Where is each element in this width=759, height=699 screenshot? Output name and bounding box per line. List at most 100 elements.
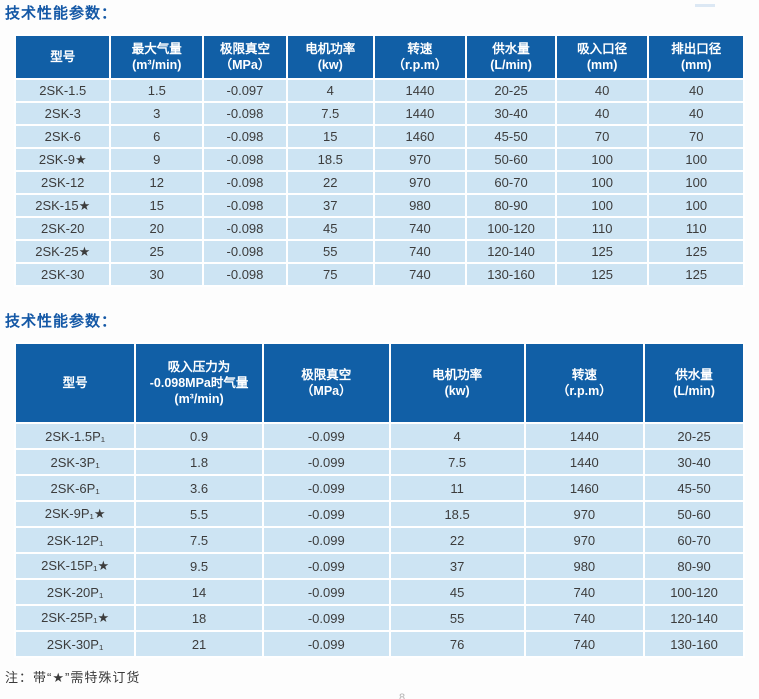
value-cell: 7.5 xyxy=(285,101,375,126)
value-cell: 20-25 xyxy=(643,422,745,450)
value-cell: 740 xyxy=(372,262,468,287)
value-cell: 125 xyxy=(554,262,650,287)
value-cell: 25 xyxy=(109,239,205,264)
value-cell: -0.099 xyxy=(261,604,391,632)
section-title: 技术性能参数： xyxy=(5,313,118,330)
value-cell: 18.5 xyxy=(285,147,375,172)
value-cell: 80-90 xyxy=(643,552,745,580)
value-cell: 1440 xyxy=(372,101,468,126)
table-row: 2SK-15P₁★ 9.5 -0.099 37 980 80-90 xyxy=(13,552,745,580)
model-cell: 2SK-15P₁★ xyxy=(13,552,137,580)
spec-section-2: 技术性能参数： 型号 吸入压力为 -0.098MPa时气量 (m³/min) 极限真空（… xyxy=(0,312,759,658)
section-title: 技术性能参数： xyxy=(5,5,118,22)
spec-section-1: 技术性能参数： 型号 最大气量 (m³/min) 极限真空 （MPa） 电机功率 (kw) 转… xyxy=(0,4,759,287)
value-cell: 45-50 xyxy=(643,474,745,502)
page-number: 8 xyxy=(399,692,406,699)
value-cell: 11 xyxy=(388,474,526,502)
value-cell: 30 xyxy=(109,262,205,287)
value-cell: 1.8 xyxy=(134,448,264,476)
value-cell: 130-160 xyxy=(643,630,745,658)
value-cell: 40 xyxy=(554,78,650,103)
value-cell: 100 xyxy=(554,147,650,172)
value-cell: -0.098 xyxy=(202,216,288,241)
value-cell: 1.5 xyxy=(109,78,205,103)
value-cell: 100-120 xyxy=(465,216,557,241)
value-cell: -0.098 xyxy=(202,124,288,149)
value-cell: 55 xyxy=(285,239,375,264)
value-cell: 15 xyxy=(109,193,205,218)
table-row: 2SK-3 3 -0.098 7.5 1440 30-40 40 40 xyxy=(13,101,745,126)
model-cell: 2SK-30P₁ xyxy=(13,630,137,658)
value-cell: 740 xyxy=(372,216,468,241)
value-cell: -0.098 xyxy=(202,101,288,126)
model-cell: 2SK-6P₁ xyxy=(13,474,137,502)
value-cell: 4 xyxy=(388,422,526,450)
column-header: 最大气量 (m³/min) xyxy=(109,34,205,80)
table-row: 2SK-9P₁★ 5.5 -0.099 18.5 970 50-60 xyxy=(13,500,745,528)
value-cell: 70 xyxy=(647,124,745,149)
table-row: 2SK-30P₁ 21 -0.099 76 740 130-160 xyxy=(13,630,745,658)
value-cell: 100 xyxy=(647,147,745,172)
value-cell: 740 xyxy=(523,604,646,632)
model-cell: 2SK-6 xyxy=(13,124,112,149)
value-cell: -0.099 xyxy=(261,630,391,658)
table-row: 2SK-25★ 25 -0.098 55 740 120-140 125 125 xyxy=(13,239,745,264)
value-cell: 740 xyxy=(523,578,646,606)
column-header: 电机功率 (kw) xyxy=(388,342,526,424)
table-row: 2SK-12P₁ 7.5 -0.099 22 970 60-70 xyxy=(13,526,745,554)
column-header: 转速 （r.p.m） xyxy=(523,342,646,424)
value-cell: 100-120 xyxy=(643,578,745,606)
column-header: 供水量 (L/min) xyxy=(643,342,745,424)
model-cell: 2SK-3 xyxy=(13,101,112,126)
model-cell: 2SK-1.5P₁ xyxy=(13,422,137,450)
model-cell: 2SK-9P₁★ xyxy=(13,500,137,528)
value-cell: 100 xyxy=(647,193,745,218)
value-cell: 110 xyxy=(647,216,745,241)
column-header: 吸入口径 (mm) xyxy=(554,34,650,80)
value-cell: 45 xyxy=(388,578,526,606)
model-cell: 2SK-20P₁ xyxy=(13,578,137,606)
value-cell: 970 xyxy=(523,500,646,528)
value-cell: 55 xyxy=(388,604,526,632)
value-cell: 50-60 xyxy=(465,147,557,172)
value-cell: 100 xyxy=(554,193,650,218)
value-cell: 22 xyxy=(285,170,375,195)
value-cell: -0.098 xyxy=(202,262,288,287)
table-row: 2SK-20P₁ 14 -0.099 45 740 100-120 xyxy=(13,578,745,606)
value-cell: 740 xyxy=(372,239,468,264)
value-cell: 37 xyxy=(388,552,526,580)
column-header: 转速 （r.p.m） xyxy=(372,34,468,80)
table-row: 2SK-12 12 -0.098 22 970 60-70 100 100 xyxy=(13,170,745,195)
value-cell: -0.098 xyxy=(202,170,288,195)
value-cell: 12 xyxy=(109,170,205,195)
value-cell: 21 xyxy=(134,630,264,658)
value-cell: 130-160 xyxy=(465,262,557,287)
value-cell: 40 xyxy=(647,101,745,126)
value-cell: 120-140 xyxy=(643,604,745,632)
table-row: 2SK-15★ 15 -0.098 37 980 80-90 100 100 xyxy=(13,193,745,218)
spec-table-p1-series: 型号 吸入压力为 -0.098MPa时气量 (m³/min) 极限真空 （MPa） 电机功率… xyxy=(13,342,745,658)
value-cell: -0.098 xyxy=(202,193,288,218)
model-cell: 2SK-25★ xyxy=(13,239,112,264)
value-cell: 30-40 xyxy=(465,101,557,126)
model-cell: 2SK-9★ xyxy=(13,147,112,172)
value-cell: 80-90 xyxy=(465,193,557,218)
value-cell: -0.099 xyxy=(261,474,391,502)
model-cell: 2SK-12P₁ xyxy=(13,526,137,554)
value-cell: -0.099 xyxy=(261,500,391,528)
value-cell: 9 xyxy=(109,147,205,172)
catalog-page: 技术性能参数： 型号 最大气量 (m³/min) 极限真空 （MPa） 电机功率 (kw) 转… xyxy=(0,4,759,699)
model-cell: 2SK-30 xyxy=(13,262,112,287)
value-cell: 1460 xyxy=(523,474,646,502)
value-cell: -0.099 xyxy=(261,422,391,450)
table-row: 2SK-9★ 9 -0.098 18.5 970 50-60 100 100 xyxy=(13,147,745,172)
value-cell: 1440 xyxy=(372,78,468,103)
column-header: 供水量 (L/min) xyxy=(465,34,557,80)
value-cell: 7.5 xyxy=(388,448,526,476)
table-row: 2SK-20 20 -0.098 45 740 100-120 110 110 xyxy=(13,216,745,241)
model-cell: 2SK-15★ xyxy=(13,193,112,218)
spec-table-standard: 型号 最大气量 (m³/min) 极限真空 （MPa） 电机功率 (kw) 转速 （r.p.m）… xyxy=(13,34,745,287)
value-cell: -0.097 xyxy=(202,78,288,103)
value-cell: 970 xyxy=(523,526,646,554)
column-header: 极限真空 （MPa） xyxy=(202,34,288,80)
